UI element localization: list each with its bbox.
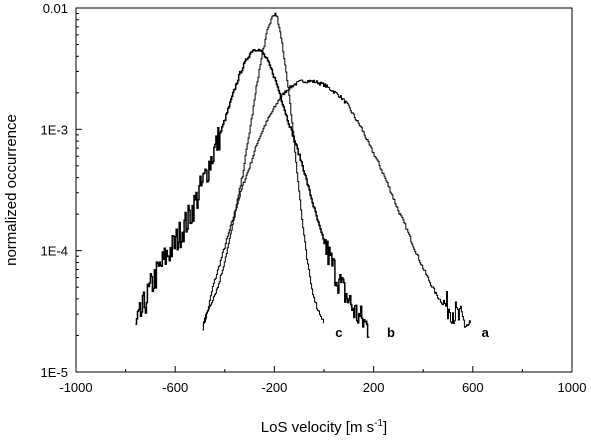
y-axis-title: normalized occurrence [3, 114, 20, 266]
x-tick-label: 1000 [558, 380, 587, 395]
curve-c [202, 12, 324, 326]
y-ticks: 1E-5 1E-4 1E-3 0.01 [41, 1, 82, 380]
curve-labels: a b c [335, 325, 489, 340]
x-tick-label: -1000 [59, 380, 92, 395]
x-tick-label: -600 [162, 380, 188, 395]
curve-a [202, 79, 471, 331]
curve-label-c: c [335, 325, 342, 340]
x-ticks: -1000 -600 -200 200 600 1000 [59, 366, 586, 395]
x-axis-title-main: LoS velocity [m s [261, 419, 374, 436]
curve-label-b: b [387, 325, 395, 340]
y-tick-label: 1E-3 [41, 122, 68, 137]
curve-b [135, 48, 370, 338]
y-tick-label: 1E-4 [41, 244, 68, 259]
x-tick-label: 600 [462, 380, 484, 395]
x-tick-label: -200 [261, 380, 287, 395]
y-tick-label: 0.01 [43, 1, 68, 16]
x-axis-title-suffix: ] [383, 419, 387, 436]
x-axis-title: LoS velocity [m s-1] [261, 418, 387, 436]
y-tick-label: 1E-5 [41, 365, 68, 380]
plot-frame [75, 7, 573, 373]
x-axis-title-superscript: -1 [374, 418, 383, 429]
curve-label-a: a [482, 325, 490, 340]
curves [135, 12, 471, 338]
x-tick-label: 200 [363, 380, 385, 395]
